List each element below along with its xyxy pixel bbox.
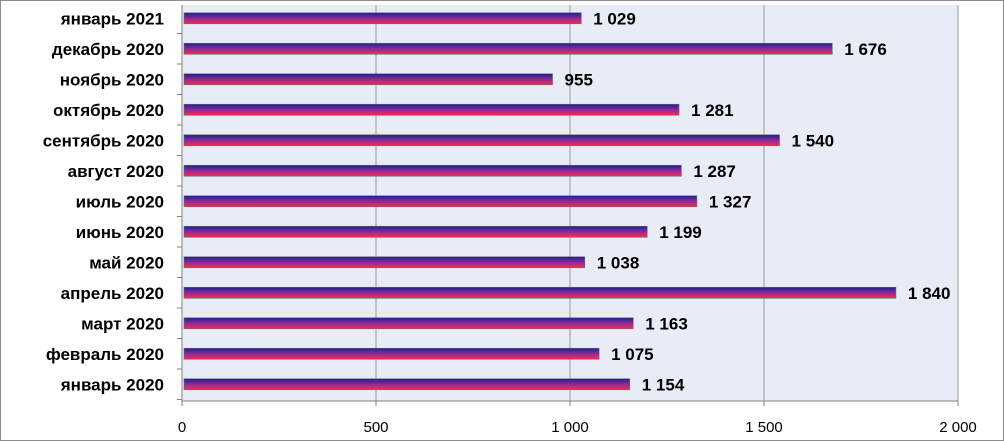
data-label: 1 676 — [844, 40, 887, 59]
category-label: июнь 2020 — [76, 223, 164, 242]
bar — [183, 73, 553, 86]
data-label: 1 540 — [792, 131, 835, 150]
category-label: март 2020 — [81, 314, 164, 333]
x-tick-label: 2 000 — [939, 419, 977, 436]
bar — [183, 164, 682, 177]
data-label: 1 327 — [709, 192, 752, 211]
data-label: 1 199 — [659, 223, 702, 242]
category-label: ноябрь 2020 — [60, 70, 164, 89]
bar — [183, 195, 698, 208]
category-label: май 2020 — [89, 253, 164, 272]
data-label: 1 038 — [597, 253, 640, 272]
data-label: 1 029 — [593, 9, 636, 28]
bar — [183, 42, 833, 55]
category-label: октябрь 2020 — [53, 101, 164, 120]
bar — [183, 134, 780, 147]
x-tick-label: 500 — [363, 419, 388, 436]
category-label: январь 2021 — [60, 9, 164, 28]
x-tick-label: 1 000 — [551, 419, 589, 436]
data-label: 1 287 — [693, 162, 736, 181]
data-label: 1 163 — [645, 314, 688, 333]
category-label: апрель 2020 — [61, 284, 164, 303]
category-label: январь 2020 — [60, 375, 164, 394]
bar — [183, 347, 600, 360]
data-label: 1 281 — [691, 101, 734, 120]
x-tick-label: 1 500 — [745, 419, 783, 436]
x-tick-label: 0 — [178, 419, 186, 436]
data-label: 955 — [565, 70, 593, 89]
category-label: сентябрь 2020 — [43, 131, 164, 150]
bar — [183, 286, 897, 299]
bar — [183, 103, 680, 116]
category-label: июль 2020 — [76, 192, 164, 211]
category-label: февраль 2020 — [46, 345, 164, 364]
bar — [183, 256, 586, 269]
data-label: 1 154 — [642, 375, 685, 394]
data-label: 1 840 — [908, 284, 951, 303]
bar — [183, 317, 634, 330]
bar — [183, 378, 631, 391]
bar — [183, 225, 648, 238]
bar — [183, 12, 582, 25]
category-label: август 2020 — [68, 162, 164, 181]
data-label: 1 075 — [611, 345, 654, 364]
category-label: декабрь 2020 — [52, 40, 164, 59]
